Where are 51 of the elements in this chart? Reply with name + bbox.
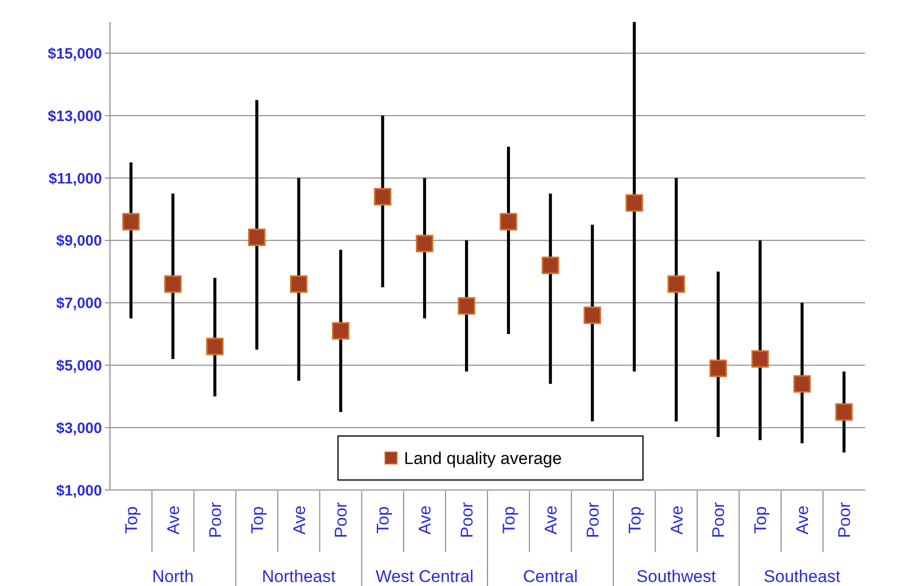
point <box>668 275 685 293</box>
x-tick-label: Ave <box>290 506 309 534</box>
x-tick-label: Top <box>499 506 518 534</box>
point <box>374 188 392 206</box>
x-tick-label: Ave <box>793 506 812 534</box>
point <box>626 194 644 212</box>
x-tick-label: Top <box>625 506 644 534</box>
point <box>290 275 308 293</box>
point <box>751 350 769 368</box>
x-tick-label: Ave <box>164 506 183 534</box>
y-tick-label: $7,000 <box>56 295 102 312</box>
y-tick-label: $11,000 <box>48 170 102 188</box>
x-tick-label: Poor <box>709 502 728 538</box>
text: Southwest <box>636 567 716 586</box>
text: North <box>152 567 194 586</box>
point <box>248 228 266 246</box>
point <box>206 338 224 356</box>
point <box>458 297 476 315</box>
x-tick-label: Poor <box>583 502 602 538</box>
point <box>584 306 602 324</box>
y-tick-label: $13,000 <box>48 108 102 125</box>
x-tick-label: Top <box>751 506 770 534</box>
x-tick-label: Poor <box>835 502 854 538</box>
x-tick-label: Poor <box>458 502 477 538</box>
point <box>500 212 518 230</box>
text: West Central <box>376 567 474 586</box>
y-tick-label: $1,000 <box>56 482 102 500</box>
text: Southeast <box>764 567 841 586</box>
point <box>332 322 350 340</box>
x-tick-label: Ave <box>416 506 435 534</box>
x-tick-label: Top <box>374 506 393 534</box>
text: Central <box>523 567 578 586</box>
point <box>122 212 140 230</box>
x-tick-label: Top <box>248 506 267 534</box>
point <box>835 403 853 421</box>
x-tick-label: Ave <box>667 506 686 534</box>
point <box>542 256 560 274</box>
point <box>709 360 727 378</box>
y-tick-label: $5,000 <box>56 357 102 374</box>
x-tick-label: Poor <box>332 502 351 538</box>
point <box>416 234 434 252</box>
y-tick-label: $9,000 <box>56 232 102 250</box>
point <box>164 275 182 293</box>
x-tick-label: Top <box>122 506 141 534</box>
text: Northeast <box>262 567 336 586</box>
y-tick-label: $3,000 <box>56 420 102 437</box>
point <box>793 375 811 393</box>
legend-label: Land quality average <box>404 448 562 468</box>
x-tick-label: Poor <box>206 502 225 538</box>
x-tick-label: Ave <box>541 506 560 534</box>
y-tick-label: $15,000 <box>48 45 102 62</box>
